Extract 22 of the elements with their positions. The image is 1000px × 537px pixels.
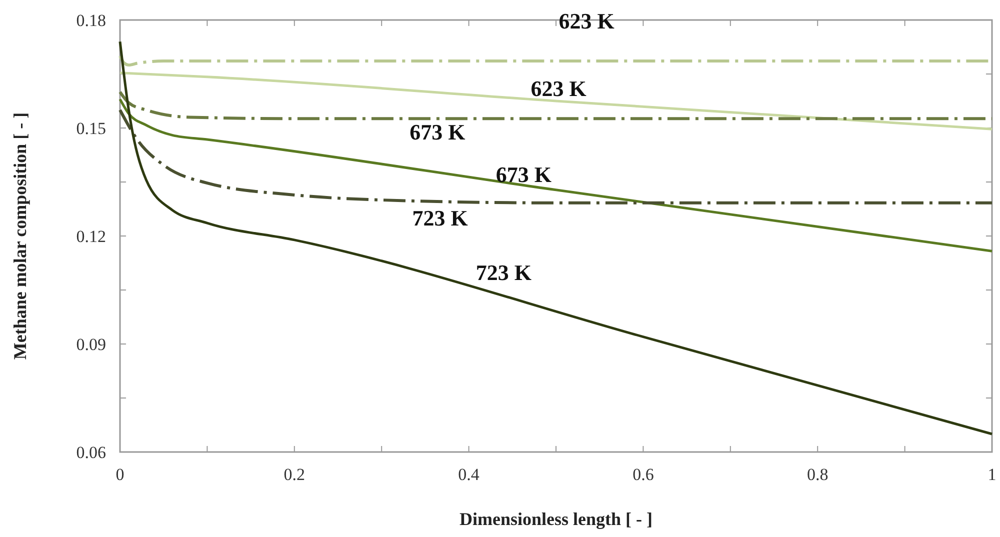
x-tick-label: 1: [988, 465, 996, 484]
y-tick-label: 0.18: [76, 10, 106, 30]
x-tick-label: 0.2: [284, 465, 306, 484]
series-label: 723 K: [476, 260, 532, 285]
y-tick-label: 0.12: [76, 226, 106, 246]
line-series: [118, 98, 994, 252]
x-tick-label: 0.8: [806, 465, 828, 484]
y-tick-label: 0.09: [76, 334, 106, 354]
x-axis-title: Dimensionless length [ - ]: [460, 509, 652, 529]
x-tick-label: 0.6: [632, 465, 654, 484]
series-label: 673 K: [496, 162, 552, 187]
y-tick-label: 0.06: [76, 442, 106, 462]
series-label: 623 K: [558, 8, 614, 34]
x-tick-label: 0: [116, 465, 124, 484]
line-series: [118, 40, 994, 436]
series-label: 673 K: [410, 119, 466, 144]
line-series: [118, 108, 994, 204]
series-label: 623 K: [530, 76, 586, 101]
x-tick-label: 0.4: [458, 465, 480, 484]
series-label: 723 K: [412, 206, 468, 231]
y-tick-label: 0.15: [76, 118, 106, 138]
y-axis-title: Methane molar composition [ - ]: [10, 112, 30, 360]
